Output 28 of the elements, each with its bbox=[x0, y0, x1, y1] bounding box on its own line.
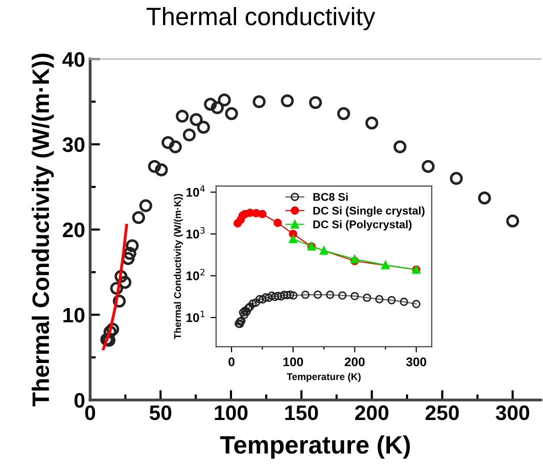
x-tick-label: 250 bbox=[426, 405, 459, 420]
legend-label: DC Si (Single crystal) bbox=[313, 206, 424, 217]
y-tick-label: 10 bbox=[63, 308, 84, 323]
y-tick-label: 30 bbox=[62, 137, 84, 152]
y-tick-label: 0 bbox=[74, 392, 84, 408]
x-tick-label: 0 bbox=[85, 405, 96, 420]
y-tick-label: 10$^{4}$ bbox=[186, 185, 205, 197]
x-axis-title: Temperature (K) bbox=[286, 372, 361, 382]
x-tick-label: 300 bbox=[406, 357, 426, 366]
y-tick-label: 10$^{3}$ bbox=[186, 227, 205, 238]
legend-label: DC Si (Polycrystal) bbox=[313, 220, 412, 231]
y-tick-label: 10$^{1}$ bbox=[186, 310, 204, 322]
x-tick-label: 50 bbox=[150, 405, 172, 420]
legend-label: BC8 Si bbox=[313, 192, 348, 201]
x-tick-label: 0 bbox=[228, 357, 234, 366]
x-tick-label: 100 bbox=[214, 405, 248, 420]
y-tick-label: 40 bbox=[62, 52, 84, 67]
x-tick-label: 100 bbox=[283, 357, 304, 366]
y-axis-title: Thermal Conductivity (W/(m·K)) bbox=[32, 54, 54, 406]
chart-title: Thermal conductivity bbox=[146, 7, 376, 30]
x-tick-label: 150 bbox=[285, 405, 318, 420]
x-axis-title: Temperature (K) bbox=[220, 435, 410, 459]
y-axis-title: Thermal Conductivity (W/(m·K)) bbox=[174, 194, 183, 340]
y-tick-label: 20 bbox=[62, 222, 84, 238]
x-tick-label: 300 bbox=[496, 405, 530, 420]
x-tick-label: 200 bbox=[355, 405, 388, 420]
x-tick-label: 200 bbox=[344, 357, 365, 366]
y-tick-label: 10$^{2}$ bbox=[186, 268, 204, 280]
